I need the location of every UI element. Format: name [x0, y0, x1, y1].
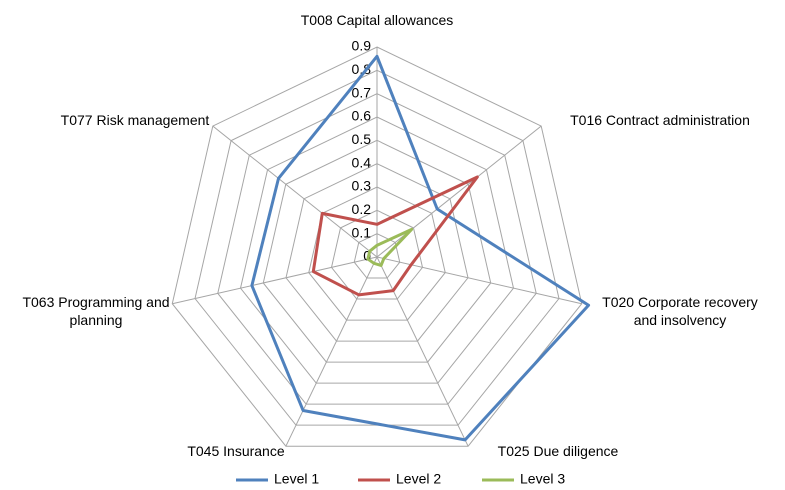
- grid-ring: [330, 209, 424, 300]
- series-line: [250, 54, 591, 442]
- series-line: [311, 175, 479, 297]
- r-tick-label: 0.8: [352, 61, 372, 77]
- r-tick-label: 0.5: [352, 131, 372, 147]
- r-tick-label: 0.7: [352, 84, 372, 100]
- category-label: T025 Due diligence: [497, 443, 619, 459]
- grid-ring: [171, 46, 583, 447]
- category-label: T045 Insurance: [187, 443, 285, 459]
- category-label: T077 Risk management: [60, 112, 210, 128]
- category-label: T008 Capital allowances: [300, 12, 454, 28]
- grid-ring: [262, 139, 492, 363]
- axis-spoke: [285, 256, 378, 447]
- category-label: T016 Contract administration: [570, 112, 750, 128]
- axis-spoke: [376, 256, 469, 447]
- r-tick-label: 0.9: [352, 38, 372, 54]
- grid-ring: [285, 163, 469, 342]
- category-label: T020 Corporate recovery and insolvency: [602, 294, 758, 328]
- legend-label: Level 2: [396, 471, 441, 487]
- category-label: T063 Programming and planning: [22, 294, 170, 328]
- r-tick-label: 0.1: [352, 224, 372, 240]
- grid-ring: [217, 93, 537, 405]
- series-line: [366, 227, 414, 267]
- grid-ring: [239, 116, 515, 384]
- axis-spoke: [212, 125, 378, 258]
- axis-spoke: [172, 256, 378, 305]
- legend-label: Level 1: [274, 471, 319, 487]
- r-tick-label: 0.2: [352, 201, 372, 217]
- r-tick-label: 0.6: [352, 108, 372, 124]
- r-tick-label: 0.3: [352, 178, 372, 194]
- r-tick-label: 0.4: [352, 154, 372, 170]
- legend-label: Level 3: [520, 471, 565, 487]
